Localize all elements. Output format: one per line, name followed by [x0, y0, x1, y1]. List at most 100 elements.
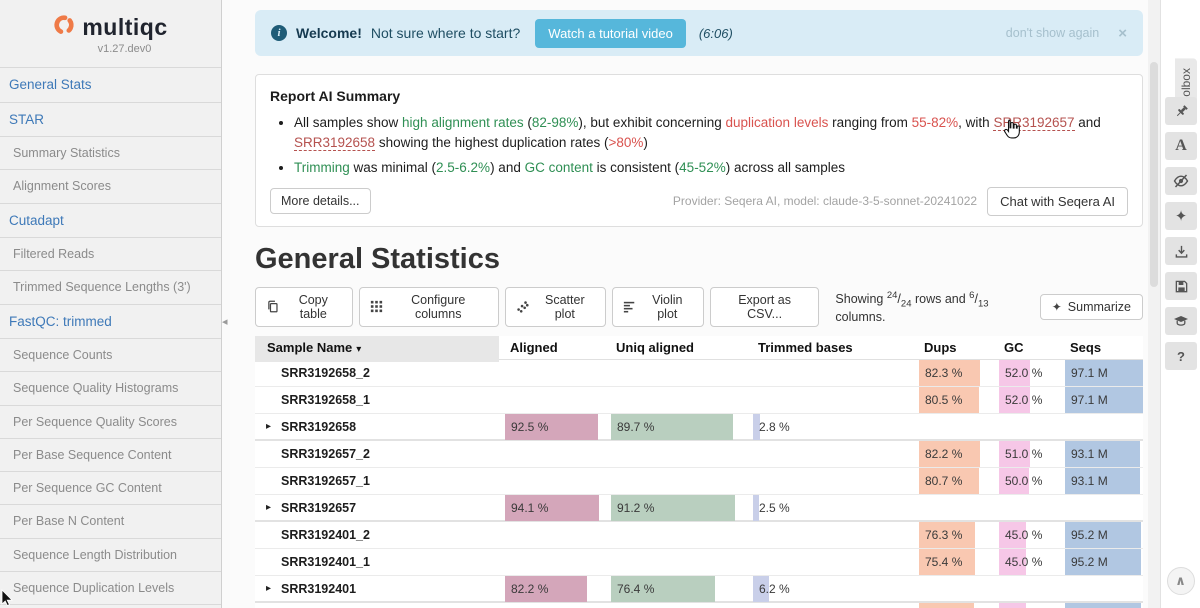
- info-icon: i: [271, 25, 287, 41]
- cell-dups: 82.2 %: [919, 440, 993, 467]
- highlight-text-icon[interactable]: A: [1165, 132, 1197, 160]
- cell-dups: [919, 495, 993, 521]
- ai-summary-title: Report AI Summary: [270, 88, 401, 104]
- cell-seqs: 93.1 M: [1065, 440, 1143, 467]
- ai-bullet-2: Trimming was minimal (2.5-6.2%) and GC c…: [294, 158, 1128, 178]
- sidebar-item[interactable]: Per Base N Content: [0, 505, 221, 539]
- column-header-dups[interactable]: Dups: [924, 339, 957, 355]
- scatter-plot-button[interactable]: Scatter plot: [504, 286, 606, 327]
- sparkle-icon: ✦: [1051, 299, 1062, 314]
- sidebar-item[interactable]: Per Sequence GC Content: [0, 472, 221, 506]
- hide-samples-icon[interactable]: [1165, 167, 1197, 195]
- sidebar-item[interactable]: Trimmed Sequence Lengths (3'): [0, 271, 221, 305]
- cell-gc: [999, 414, 1059, 440]
- cell-gc: [999, 495, 1059, 521]
- sidebar-item[interactable]: STAR: [0, 103, 221, 138]
- sample-name-cell[interactable]: ▸ SRR3192401: [255, 576, 499, 602]
- export-csv-button[interactable]: Export as CSV...: [709, 286, 820, 327]
- sample-link-srr3192657[interactable]: SRR3192657: [993, 115, 1075, 131]
- configure-columns-button[interactable]: Configure columns: [358, 286, 499, 327]
- close-icon[interactable]: ×: [1118, 24, 1127, 42]
- sidebar-item[interactable]: Sequence Counts: [0, 339, 221, 373]
- more-details-button[interactable]: More details...: [270, 188, 371, 215]
- chat-with-seqera-button[interactable]: Chat with Seqera AI: [987, 186, 1128, 216]
- help-icon[interactable]: ?: [1165, 342, 1197, 370]
- sidebar-item[interactable]: Sequence Duplication Levels: [0, 572, 221, 606]
- logo[interactable]: multiqc v1.27.dev0: [0, 0, 221, 67]
- grid-icon: [370, 300, 383, 313]
- save-icon[interactable]: [1165, 272, 1197, 300]
- ai-sparkle-icon[interactable]: ✦: [1165, 202, 1197, 230]
- watch-tutorial-button[interactable]: Watch a tutorial video: [535, 18, 686, 48]
- table-toolbar: Copy table Configure columns Scatter plo…: [255, 286, 1143, 327]
- cell-seqs: 95.2 M: [1065, 548, 1143, 575]
- sidebar-item[interactable]: Summary Statistics: [0, 137, 221, 171]
- copy-table-button[interactable]: Copy table: [255, 286, 353, 327]
- welcome-text: Not sure where to start?: [370, 25, 521, 41]
- cell-trimmed: [753, 360, 913, 386]
- sample-name-cell[interactable]: SRR3192658_2: [281, 365, 370, 380]
- table-row: SRR3192401_1 75.4 % 45.0 % 95.2 M: [255, 548, 1143, 576]
- cell-dups: 80.5 %: [919, 386, 993, 413]
- sidebar-item[interactable]: Sequence Length Distribution: [0, 539, 221, 572]
- cell-seqs: 94.9 M: [1065, 602, 1143, 608]
- cite-icon[interactable]: [1165, 307, 1197, 335]
- column-header-seqs[interactable]: Seqs: [1070, 339, 1102, 355]
- sidebar-item[interactable]: Filtered Reads: [0, 238, 221, 272]
- cell-dups: [919, 576, 993, 602]
- cell-seqs: [1065, 576, 1143, 602]
- cell-gc: 45.0 %: [999, 521, 1059, 548]
- sidebar-item[interactable]: Sequence Quality Histograms: [0, 372, 221, 406]
- expand-row-icon[interactable]: ▸: [266, 582, 272, 594]
- sidebar-item[interactable]: General Stats: [0, 68, 221, 103]
- cell-seqs: 93.1 M: [1065, 467, 1143, 494]
- vertical-scrollbar[interactable]: [1148, 0, 1160, 608]
- sample-link-srr3192658[interactable]: SRR3192658: [294, 135, 376, 152]
- sidebar-item[interactable]: Per Sequence Quality Scores: [0, 406, 221, 439]
- main-content: i Welcome! Not sure where to start? Watc…: [230, 0, 1148, 608]
- violin-plot-button[interactable]: Violin plot: [611, 286, 704, 327]
- scrollbar-thumb[interactable]: [1150, 62, 1158, 287]
- video-duration: (6:06): [698, 25, 733, 41]
- cell-dups: 76.3 %: [919, 521, 993, 548]
- table-row: SRR3192400_2 74.1 % 45.0 % 94.9 M: [255, 602, 1143, 608]
- table-row: SRR3192657_1 80.7 % 50.0 % 93.1 M: [255, 467, 1143, 495]
- welcome-label: Welcome!: [296, 25, 362, 41]
- sidebar-item[interactable]: Cutadapt: [0, 204, 221, 239]
- toolbox-panel: Toolbox A ✦ ? ∧: [1160, 0, 1200, 608]
- column-header-sample-name[interactable]: Sample Name ▾: [255, 335, 499, 362]
- sidebar-item[interactable]: Alignment Scores: [0, 170, 221, 204]
- cell-gc: 51.0 %: [999, 440, 1059, 467]
- column-header-gc[interactable]: GC: [1004, 339, 1024, 355]
- sidebar-item[interactable]: FastQC: trimmed: [0, 305, 221, 340]
- pin-icon[interactable]: [1165, 97, 1197, 125]
- cell-uniq: 76.4 %: [611, 575, 747, 602]
- scroll-to-top-button[interactable]: ∧: [1166, 567, 1195, 595]
- sample-name-cell[interactable]: SRR3192401_1: [281, 554, 370, 569]
- cell-aligned: [505, 441, 605, 467]
- multiqc-logo-icon: [53, 14, 75, 41]
- cell-seqs: [1065, 495, 1143, 521]
- column-header-uniq-aligned[interactable]: Uniq aligned: [616, 339, 694, 355]
- sidebar-collapse-icon[interactable]: ◂: [222, 316, 228, 328]
- sample-name-cell[interactable]: SRR3192658_1: [281, 392, 370, 407]
- cell-aligned: [505, 522, 605, 548]
- cell-uniq: [611, 549, 747, 575]
- download-icon[interactable]: [1165, 237, 1197, 265]
- sidebar-item[interactable]: Per Base Sequence Content: [0, 439, 221, 473]
- column-header-trimmed-bases[interactable]: Trimmed bases: [758, 339, 853, 355]
- sample-name-cell[interactable]: SRR3192400_2: [255, 603, 499, 608]
- cell-aligned: 94.1 %: [505, 494, 605, 521]
- sample-name-cell[interactable]: SRR3192657_1: [281, 473, 370, 488]
- expand-row-icon[interactable]: ▸: [266, 420, 272, 432]
- sample-name-cell[interactable]: SRR3192657_2: [281, 446, 370, 461]
- sample-name-cell[interactable]: ▸ SRR3192657: [255, 495, 499, 521]
- dont-show-again-link[interactable]: don't show again: [1005, 26, 1100, 40]
- sample-name-cell[interactable]: SRR3192401_2: [281, 527, 370, 542]
- expand-row-icon[interactable]: ▸: [266, 501, 272, 513]
- column-header-aligned[interactable]: Aligned: [510, 339, 558, 355]
- cell-trimmed: 6.2 %: [753, 575, 913, 602]
- cell-trimmed: [753, 468, 913, 494]
- summarize-button[interactable]: ✦ Summarize: [1039, 293, 1143, 320]
- sample-name-cell[interactable]: ▸ SRR3192658: [255, 414, 499, 440]
